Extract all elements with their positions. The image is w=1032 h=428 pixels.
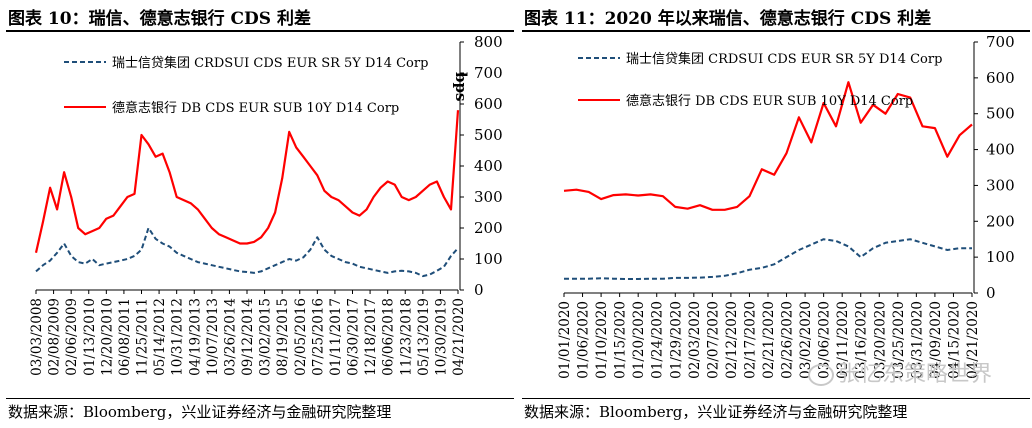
y-axis-label: bps <box>452 72 470 101</box>
x-tick-label: 02/03/2020 <box>687 301 703 379</box>
x-tick-label: 02/26/2020 <box>780 301 796 379</box>
x-tick-label: 03/16/2020 <box>854 301 870 379</box>
x-tick-label: 12/18/2017 <box>363 298 379 376</box>
figure-10: 图表 10：瑞信、德意志银行 CDS 利差 0 100 200 300 400 500 60… <box>6 9 514 421</box>
x-tick-label: 11/23/2018 <box>398 298 414 376</box>
y-tick-label: 0 <box>986 284 996 302</box>
x-tick-label: 02/21/2020 <box>761 301 777 379</box>
series-line-0 <box>564 238 972 280</box>
x-tick-label: 04/09/2020 <box>928 301 944 379</box>
title-rule <box>6 30 514 32</box>
source-note: 数据来源：Bloomberg，兴业证券经济与金融研究院整理 <box>8 403 392 421</box>
cds-chart-2020: 0 100 200 300 400 500 600 700 01/01/2020 01/06/20… <box>557 33 1015 379</box>
y-tick-label: 100 <box>986 248 1015 266</box>
x-tick-label: 03/11/2020 <box>835 301 851 379</box>
x-tick-label: 05/13/2019 <box>416 298 432 376</box>
y-tick-label: 600 <box>474 95 503 113</box>
x-tick-label: 02/07/2020 <box>705 301 721 379</box>
y-tick-label: 600 <box>986 69 1015 87</box>
x-tick-label: 04/15/2020 <box>946 301 962 379</box>
x-tick-label: 08/19/2015 <box>275 298 291 376</box>
x-tick-label: 11/25/2011 <box>135 298 151 376</box>
y-tick-label: 0 <box>474 281 484 299</box>
x-tick-label: 05/14/2012 <box>152 298 168 376</box>
x-tick-label: 01/24/2020 <box>650 301 666 379</box>
x-tick-label: 02/05/2016 <box>293 298 309 376</box>
x-tick-label: 01/29/2020 <box>668 301 684 379</box>
x-tick-label: 03/26/2014 <box>222 298 238 376</box>
x-tick-label: 03/20/2020 <box>872 301 888 379</box>
x-tick-label: 01/20/2020 <box>631 301 647 379</box>
title-rule <box>522 30 1030 32</box>
x-tick-label: 03/25/2020 <box>891 301 907 379</box>
x-tick-label: 04/19/2013 <box>187 298 203 376</box>
figure-title: 图表 11：2020 年以来瑞信、德意志银行 CDS 利差 <box>524 9 932 29</box>
x-tick-label: 04/21/2020 <box>451 298 467 376</box>
y-tick-label: 700 <box>474 64 503 82</box>
x-tick-label: 03/06/2020 <box>817 301 833 379</box>
series-line-1 <box>34 110 460 254</box>
watermark: 张忆东策略世界 <box>807 356 992 388</box>
x-tick-label: 10/30/2019 <box>433 298 449 376</box>
y-tick-label: 500 <box>474 126 503 144</box>
figure-title: 图表 10：瑞信、德意志银行 CDS 利差 <box>8 9 311 29</box>
y-tick-label: 500 <box>986 105 1015 123</box>
x-tick-label: 10/07/2013 <box>205 298 221 376</box>
x-tick-label: 01/06/2020 <box>576 301 592 379</box>
x-tick-label: 03/02/2020 <box>798 301 814 379</box>
legend-label-1: 德意志银行 DB CDS EUR SUB 10Y D14 Corp <box>112 100 399 116</box>
source-note: 数据来源：Bloomberg，兴业证券经济与金融研究院整理 <box>524 403 908 421</box>
x-tick-label: 03/02/2015 <box>258 298 274 376</box>
x-tick-label: 02/08/2009 <box>47 298 63 376</box>
y-tick-label: 400 <box>986 141 1015 159</box>
legend-label-1: 德意志银行 DB CDS EUR SUB 10Y D14 Corp <box>626 93 913 109</box>
x-tick-label: 07/25/2016 <box>310 298 326 376</box>
y-tick-label: 100 <box>474 250 503 268</box>
x-tick-label: 02/17/2020 <box>742 301 758 379</box>
y-tick-label: 400 <box>474 157 503 175</box>
x-tick-label: 03/03/2008 <box>29 298 45 376</box>
y-tick-label: 300 <box>474 188 503 206</box>
wechat-icon <box>807 364 834 386</box>
x-tick-label: 06/08/2011 <box>117 298 133 376</box>
x-tick-label: 01/15/2020 <box>613 301 629 379</box>
y-tick-label: 300 <box>986 176 1015 194</box>
source-rule <box>6 398 514 399</box>
watermark-text: 张忆东策略世界 <box>837 362 992 387</box>
source-rule <box>522 398 1030 399</box>
y-tick-label: 200 <box>986 212 1015 230</box>
x-tick-label: 06/30/2017 <box>346 298 362 376</box>
x-tick-label: 03/31/2020 <box>909 301 925 379</box>
figure-11: 图表 11：2020 年以来瑞信、德意志银行 CDS 利差 0 100 200 300… <box>516 0 1032 428</box>
y-tick-label: 700 <box>986 33 1015 51</box>
x-tick-label: 01/01/2020 <box>557 301 573 379</box>
x-tick-label: 10/31/2012 <box>170 298 186 376</box>
y-tick-label: 200 <box>474 219 503 237</box>
series-line-1 <box>563 81 973 211</box>
series-line-0 <box>35 227 459 278</box>
y-tick-label: 800 <box>474 33 503 51</box>
x-tick-label: 02/12/2020 <box>724 301 740 379</box>
x-tick-label: 12/20/2010 <box>99 298 115 376</box>
x-tick-label: 01/11/2017 <box>328 298 344 376</box>
x-tick-label: 01/13/2010 <box>82 298 98 376</box>
legend-label-0: 瑞士信贷集团 CRDSUI CDS EUR SR 5Y D14 Corp <box>112 55 428 71</box>
x-tick-label: 01/10/2020 <box>594 301 610 379</box>
x-tick-label: 09/12/2014 <box>240 298 256 376</box>
x-tick-label: 04/21/2020 <box>965 301 981 379</box>
x-tick-label: 02/06/2009 <box>64 298 80 376</box>
legend-label-0: 瑞士信贷集团 CRDSUI CDS EUR SR 5Y D14 Corp <box>626 51 942 67</box>
x-tick-label: 06/06/2018 <box>381 298 397 376</box>
